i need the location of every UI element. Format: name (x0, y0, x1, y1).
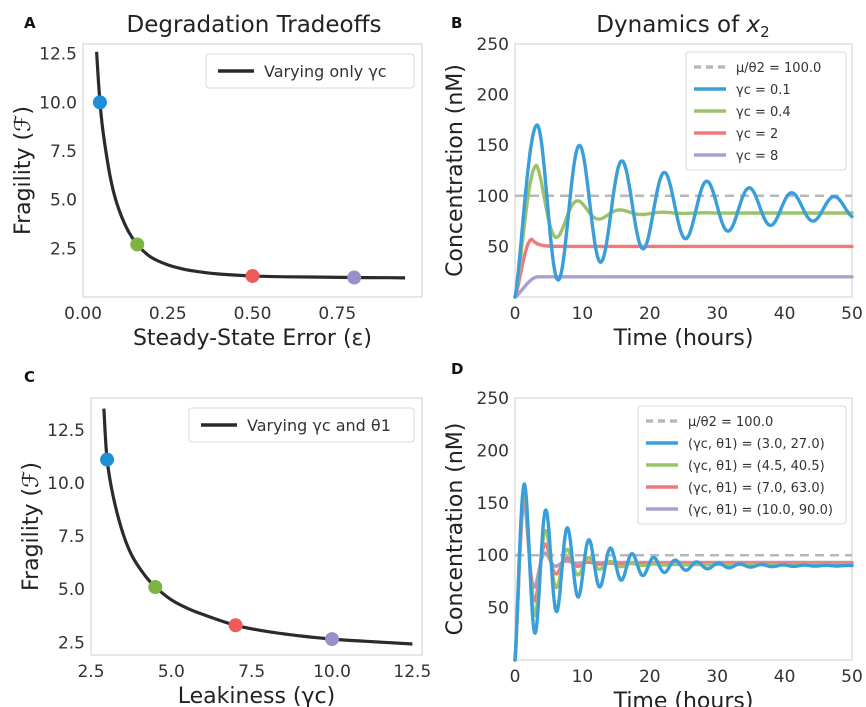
panel-b-y-tick-label: 250 (477, 35, 509, 55)
panel-d-legend-label: μ/θ2 = 100.0 (688, 415, 773, 430)
panel-c-legend-label: Varying γc and θ1 (247, 416, 391, 435)
panel-b-y-tick-label: 50 (487, 237, 509, 257)
panel-b-title: Dynamics of x2 (596, 12, 769, 41)
panel-a-marker-point (130, 237, 145, 252)
panel-d-x-tick-label: 50 (841, 667, 863, 687)
panel-d-x-tick-label: 40 (774, 667, 796, 687)
panel-b-series-line (513, 163, 854, 299)
panel-a-y-tick-label: 12.5 (39, 45, 77, 65)
panel-a-y-axis-label: Fragility (ℱ) (11, 106, 36, 235)
panel-a-title: Degradation Tradeoffs (127, 12, 382, 38)
panel-c-x-axis-label: Leakiness (γc) (178, 684, 335, 707)
panel-c-x-tick-label: 2.5 (77, 662, 104, 682)
panel-a-marker-point (347, 270, 362, 285)
panel-b-title-prefix: Dynamics of (596, 12, 746, 38)
panel-a-x-tick-label: 0.25 (149, 304, 187, 324)
panel-a-x-tick-label: 0.75 (318, 304, 356, 324)
panel-c-y-tick-label: 2.5 (58, 633, 85, 653)
panel-c-y-axis-label: Fragility (ℱ) (19, 462, 44, 591)
panel-c-x-tick-label: 12.5 (393, 662, 431, 682)
panel-d-legend-label: (γc, θ1) = (7.0, 63.0) (688, 481, 825, 496)
panel-c-legend-box (188, 407, 415, 443)
panel-d: 0 10 20 30 40 50 50 100 150 200 250 Time (hours) Con… (443, 389, 863, 707)
panel-b-x-tick-label: 30 (706, 304, 728, 324)
panel-b: 0 10 20 30 40 50 50 100 150 200 250 Time (hours) Con… (443, 35, 863, 351)
panel-d-x-axis-label: Time (hours) (613, 689, 754, 707)
panel-a-plot-frame (82, 43, 423, 298)
panel-b-x-tick-label: 0 (510, 304, 521, 324)
panel-c-y-tick-label: 5.0 (58, 580, 85, 600)
panel-c-y-tick-label: 7.5 (58, 527, 85, 547)
panel-b-legend-label: γc = 8 (736, 149, 778, 164)
panel-d-y-tick-label: 250 (477, 389, 509, 409)
panel-d-legend-label: (γc, θ1) = (3.0, 27.0) (688, 437, 825, 452)
panel-b-y-tick-label: 100 (477, 187, 509, 207)
panel-d-series-line (513, 499, 854, 662)
panel-label-d: D (451, 360, 463, 378)
panel-d-x-tick-label: 30 (706, 667, 728, 687)
panel-c-x-tick-label: 5.0 (158, 662, 185, 682)
panel-c-x-tick-label: 10.0 (313, 662, 351, 682)
panel-b-x-tick-label: 20 (639, 304, 661, 324)
panel-b-legend-box (685, 51, 847, 171)
panel-d-series-line (513, 482, 854, 662)
panel-a-y-tick-label: 10.0 (39, 93, 77, 113)
panel-d-legend-box (637, 405, 847, 525)
panel-d-x-tick-label: 0 (510, 667, 521, 687)
panel-d-plot-frame (514, 397, 853, 661)
panel-b-plot-frame (514, 43, 853, 298)
panel-d-y-tick-label: 200 (477, 441, 509, 461)
panel-b-x-tick-label: 40 (774, 304, 796, 324)
panel-a-x-tick-label: 0.50 (234, 304, 272, 324)
panel-b-x-tick-label: 50 (841, 304, 863, 324)
panel-c-y-tick-label: 10.0 (47, 474, 85, 494)
panel-b-series-line (513, 275, 854, 299)
panel-c: 2.5 5.0 7.5 10.0 12.5 2.5 5.0 7.5 10.0 12.5 Leakin… (19, 397, 431, 707)
panel-b-y-axis-label: Concentration (nM) (443, 64, 468, 277)
panel-label-c: C (24, 368, 35, 386)
panel-b-series-line (513, 237, 854, 299)
panel-d-x-tick-label: 20 (639, 667, 661, 687)
panel-b-legend-label: γc = 0.4 (736, 105, 791, 120)
panel-b-legend-label: μ/θ2 = 100.0 (736, 61, 821, 76)
panel-a-marker-point (245, 268, 260, 283)
panel-b-legend-label: γc = 0.1 (736, 83, 791, 98)
panel-label-b: B (451, 14, 462, 32)
panel-b-title-sub: 2 (760, 23, 770, 41)
panel-b-x-tick-label: 10 (572, 304, 594, 324)
panel-a-y-tick-label: 2.5 (50, 239, 77, 259)
panel-a-legend-label: Varying only γc (264, 62, 387, 81)
panel-b-x-axis-label: Time (hours) (613, 326, 754, 351)
panel-d-y-tick-label: 100 (477, 546, 509, 566)
panel-c-marker-point (148, 580, 163, 595)
panel-a-y-tick-label: 5.0 (50, 191, 77, 211)
panel-a-x-tick-label: 0.00 (64, 304, 102, 324)
panel-d-x-tick-label: 10 (572, 667, 594, 687)
panel-label-a: A (24, 14, 36, 32)
panel-d-y-tick-label: 150 (477, 494, 509, 514)
panel-a-legend-box (205, 53, 415, 89)
panel-c-plot-frame (90, 397, 423, 656)
panel-b-y-tick-label: 150 (477, 136, 509, 156)
panel-a-tradeoff-curve (95, 51, 406, 280)
panel-a-x-axis-label: Steady-State Error (ε) (133, 326, 372, 351)
panel-a-marker-point (92, 95, 107, 110)
panel-c-y-tick-label: 12.5 (47, 421, 85, 441)
panel-d-legend-label: (γc, θ1) = (4.5, 40.5) (688, 459, 825, 474)
panel-c-marker-point (325, 632, 340, 647)
panel-b-series-line (513, 123, 854, 299)
panel-c-x-tick-label: 7.5 (238, 662, 265, 682)
panel-b-y-tick-label: 200 (477, 86, 509, 106)
panel-c-marker-point (100, 452, 115, 467)
panel-a: 0.00 0.25 0.50 0.75 2.5 5.0 7.5 10.0 12.5 Steady-… (11, 43, 423, 351)
panel-c-tradeoff-curve (102, 408, 413, 646)
panel-b-title-var: x (746, 12, 761, 38)
panel-d-legend-label: (γc, θ1) = (10.0, 90.0) (688, 503, 833, 518)
panel-c-marker-point (228, 618, 243, 633)
panel-a-y-tick-label: 7.5 (50, 142, 77, 162)
panel-d-y-axis-label: Concentration (nM) (443, 423, 468, 636)
panel-d-y-tick-label: 50 (487, 599, 509, 619)
panel-b-legend-label: γc = 2 (736, 127, 778, 142)
